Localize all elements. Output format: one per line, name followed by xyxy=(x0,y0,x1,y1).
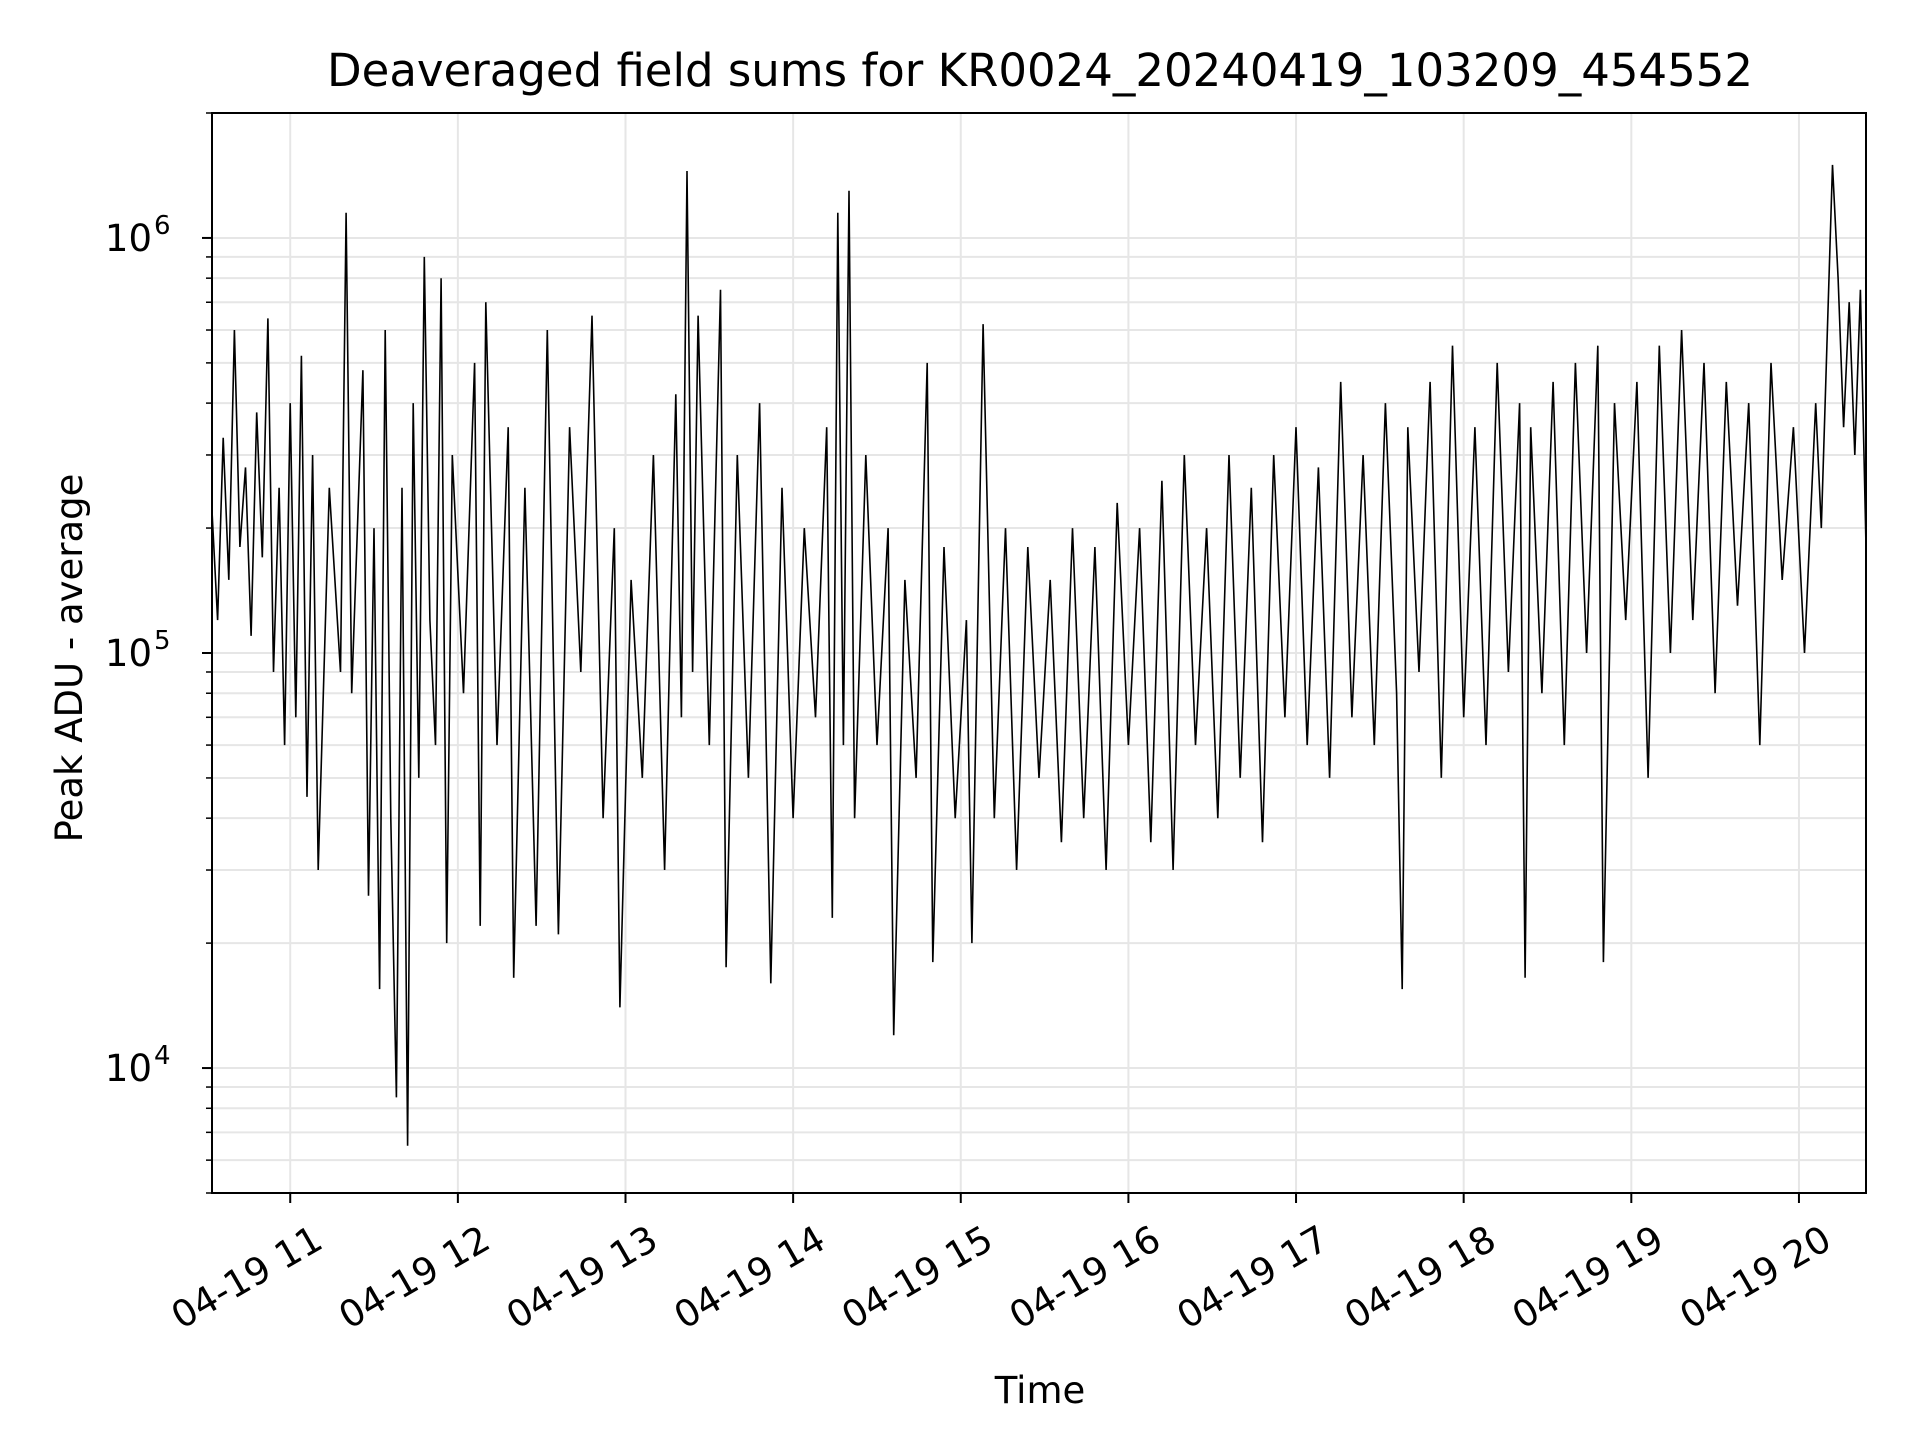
y-axis-title: Peak ADU - average xyxy=(48,474,91,843)
series-layer xyxy=(211,164,1867,1146)
y-tick-label: 10 xyxy=(105,217,152,260)
y-tick-exponent: 5 xyxy=(154,626,171,656)
chart-title: Deaveraged field sums for KR0024_2024041… xyxy=(327,44,1753,97)
y-tick-label: 10 xyxy=(105,632,152,675)
y-tick-exponent: 6 xyxy=(154,211,171,241)
x-axis-title: Time xyxy=(994,1369,1086,1412)
y-tick-label: 10 xyxy=(105,1047,152,1090)
series-line xyxy=(211,164,1867,1146)
y-tick-exponent: 4 xyxy=(154,1041,171,1071)
